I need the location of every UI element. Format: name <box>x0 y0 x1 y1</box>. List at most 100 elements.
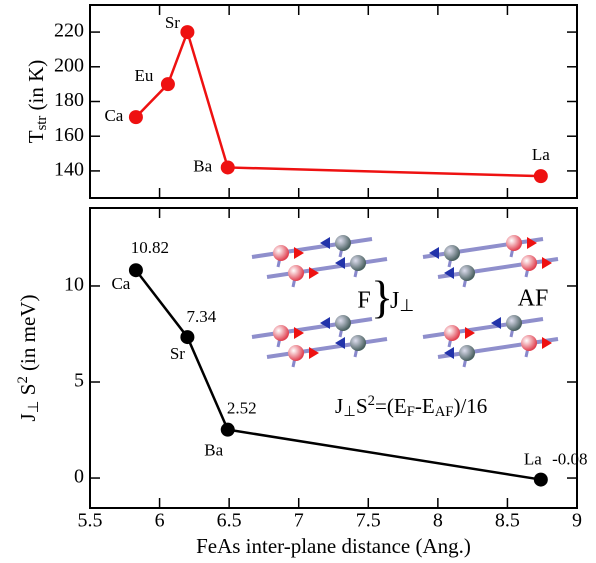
rod <box>437 337 559 359</box>
inset-formula: J⊥S2=(EF-EAF)/16 <box>335 393 487 420</box>
label-part: 2 <box>368 393 375 409</box>
x-tick-label: 6.5 <box>217 510 242 532</box>
label-part: 2 <box>15 376 31 383</box>
data-point <box>128 263 143 278</box>
atom <box>521 255 537 271</box>
atom <box>506 235 522 251</box>
x-tick-label: 8 <box>433 510 443 532</box>
spin-arrow <box>309 347 319 359</box>
label-part: J <box>16 413 40 421</box>
label-part: AF <box>435 404 454 420</box>
y-tick-label: 160 <box>54 124 84 146</box>
x-tick-label: 9 <box>572 510 582 532</box>
y-axis-label: Tstr (in K) <box>24 60 50 144</box>
point-label: Eu <box>134 66 153 85</box>
spin-arrow <box>335 337 345 349</box>
rod <box>266 257 388 279</box>
label-part: -E <box>415 394 435 418</box>
label-part: (in meV) <box>16 295 40 377</box>
y-tick-label: 220 <box>54 20 84 42</box>
spin-arrow <box>444 347 454 359</box>
atom <box>444 325 460 341</box>
point-label: Ca <box>111 274 130 293</box>
y-tick-label: 140 <box>54 159 84 181</box>
y-tick-label: 10 <box>64 274 84 296</box>
data-point <box>180 25 195 40</box>
atom <box>335 235 351 251</box>
value-label: 7.34 <box>187 307 217 326</box>
atom <box>506 315 522 331</box>
point-label: Sr <box>165 13 180 32</box>
x-tick-label: 6 <box>155 510 165 532</box>
brace: } <box>371 272 393 323</box>
atom <box>335 315 351 331</box>
label-part: J <box>335 394 343 418</box>
label-part: S <box>16 384 40 401</box>
plot-frame <box>89 207 578 509</box>
spin-arrow <box>465 327 475 339</box>
label-part: J <box>390 288 399 314</box>
label-part: F <box>407 404 415 420</box>
x-tick-label: 8.5 <box>495 510 520 532</box>
value-label: -0.08 <box>552 449 587 468</box>
atom <box>459 265 475 281</box>
data-line <box>134 269 542 481</box>
rod <box>251 317 373 339</box>
data-point <box>128 110 143 125</box>
x-tick-label: 7 <box>294 510 304 532</box>
point-label: La <box>524 449 542 468</box>
x-tick-label: 7.5 <box>356 510 381 532</box>
y-axis-label: J⊥ S2 (in meV) <box>15 295 42 422</box>
atom <box>444 245 460 261</box>
y-tick-label: 5 <box>74 370 84 392</box>
data-point <box>180 330 195 345</box>
spin-arrow <box>542 337 552 349</box>
inset-label: J⊥ <box>390 288 414 315</box>
data-point <box>220 160 235 175</box>
label-part: T <box>24 130 48 143</box>
x-tick-label: 5.5 <box>78 510 103 532</box>
data-line <box>135 28 541 178</box>
rod <box>437 257 559 279</box>
rod <box>266 337 388 359</box>
spin-arrow <box>527 237 537 249</box>
spin-arrow <box>542 257 552 269</box>
point-label: La <box>532 145 550 164</box>
point-label: Ba <box>193 156 212 175</box>
label-part: ⊥ <box>343 404 356 420</box>
inset-label: AF <box>518 286 549 312</box>
value-label: 10.82 <box>131 238 169 257</box>
data-point <box>533 169 548 184</box>
label-part: (in K) <box>24 60 48 116</box>
inset-label: F <box>357 288 370 314</box>
spin-arrow <box>320 237 330 249</box>
atom <box>273 245 289 261</box>
point-label: Sr <box>170 344 185 363</box>
atom <box>459 345 475 361</box>
spin-arrow <box>491 317 501 329</box>
label-part: =(E <box>375 394 407 418</box>
spin-arrow <box>320 317 330 329</box>
data-point <box>220 422 235 437</box>
plot-frame <box>89 4 578 199</box>
data-point <box>160 77 175 92</box>
spin-arrow <box>335 257 345 269</box>
data-point <box>533 472 548 487</box>
atom <box>521 335 537 351</box>
spin-arrow <box>294 247 304 259</box>
point-label: Ba <box>204 441 223 460</box>
label-part: str <box>34 116 50 131</box>
label-part: S <box>356 394 368 418</box>
atom <box>350 335 366 351</box>
atom <box>288 345 304 361</box>
spin-arrow <box>444 267 454 279</box>
spin-arrow <box>294 327 304 339</box>
atom <box>288 265 304 281</box>
x-axis-label: FeAs inter-plane distance (Ang.) <box>196 534 471 558</box>
atom <box>273 325 289 341</box>
rod <box>251 237 373 259</box>
rod <box>422 317 544 339</box>
y-tick-label: 0 <box>74 466 84 488</box>
label-part: ⊥ <box>26 400 42 413</box>
